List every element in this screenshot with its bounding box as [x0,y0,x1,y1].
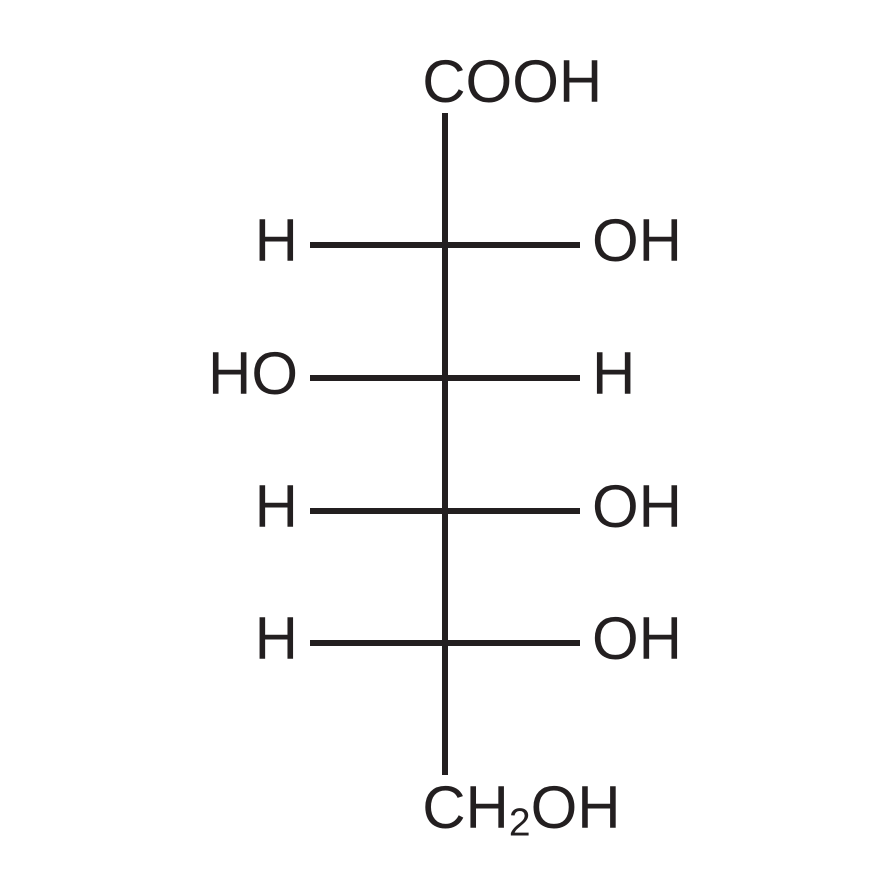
carbon-3-right-label: H [592,340,635,407]
carbon-4-right-label: OH [592,473,682,540]
carbon-2-left-label: H [255,207,298,274]
carbon-3-left-label: HO [208,340,298,407]
fischer-projection: COOHCH2OHHOHHOHHOHHOH [0,0,890,890]
carbon-2-right-label: OH [592,207,682,274]
carbon-5-right-label: OH [592,605,682,672]
carbon-4-left-label: H [255,473,298,540]
carbon-5-left-label: H [255,605,298,672]
bottom-group-label: CH2OH [422,774,620,845]
top-group-label: COOH [422,48,602,115]
